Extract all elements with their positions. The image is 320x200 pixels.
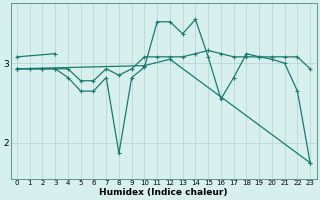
X-axis label: Humidex (Indice chaleur): Humidex (Indice chaleur) bbox=[99, 188, 228, 197]
